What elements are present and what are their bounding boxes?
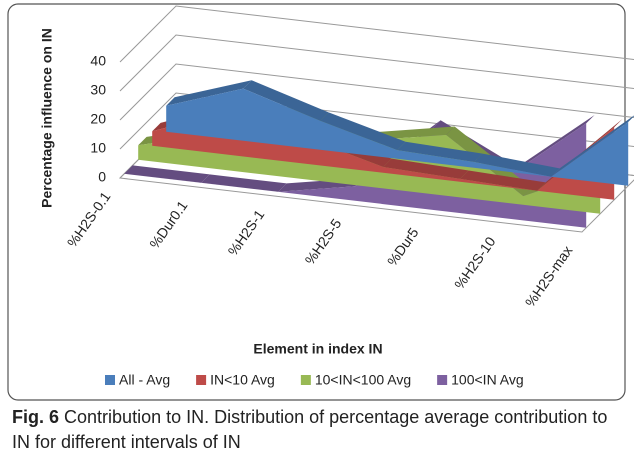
grid-line [119,5,634,63]
y-tick-label: 10 [90,140,106,156]
y-tick-label: 20 [90,111,106,127]
y-tick-label: 40 [90,53,106,69]
caption: Fig. 6 Contribution to IN. Distribution … [12,405,622,455]
legend-swatch [105,375,115,385]
grid-line [119,63,634,121]
area-top [320,112,406,151]
caption-label: Fig. 6 [12,407,60,427]
y-tick-label: 30 [90,82,106,98]
legend-swatch [437,375,448,385]
area-top [166,80,252,106]
area-top [243,80,329,121]
grid-line [119,34,634,92]
area-top [551,115,634,177]
legend-swatch [300,375,311,385]
area-top [397,141,483,162]
legend-label: IN<10 Avg [210,372,275,388]
legend-label: 100<IN Avg [451,372,524,388]
legend-label: 10<IN<100 Avg [315,372,411,388]
y-axis-title: Percentage influence on IN [39,28,55,208]
area-top [124,165,210,183]
area-top [383,158,469,179]
y-tick-label: 0 [98,169,106,185]
area-top [460,170,546,191]
legend-swatch [196,375,207,385]
chart: Percentage influence on IN Element in in… [7,3,634,401]
area [124,123,587,228]
area-top [509,115,595,176]
area-top [201,174,287,192]
x-axis-title: Element in index IN [253,341,382,357]
chart-frame [7,3,626,401]
area-top [474,153,560,177]
area [166,88,629,186]
caption-text: Contribution to IN. Distribution of perc… [12,407,608,452]
grid-line [119,92,634,150]
legend-label: All - Avg [119,372,170,388]
